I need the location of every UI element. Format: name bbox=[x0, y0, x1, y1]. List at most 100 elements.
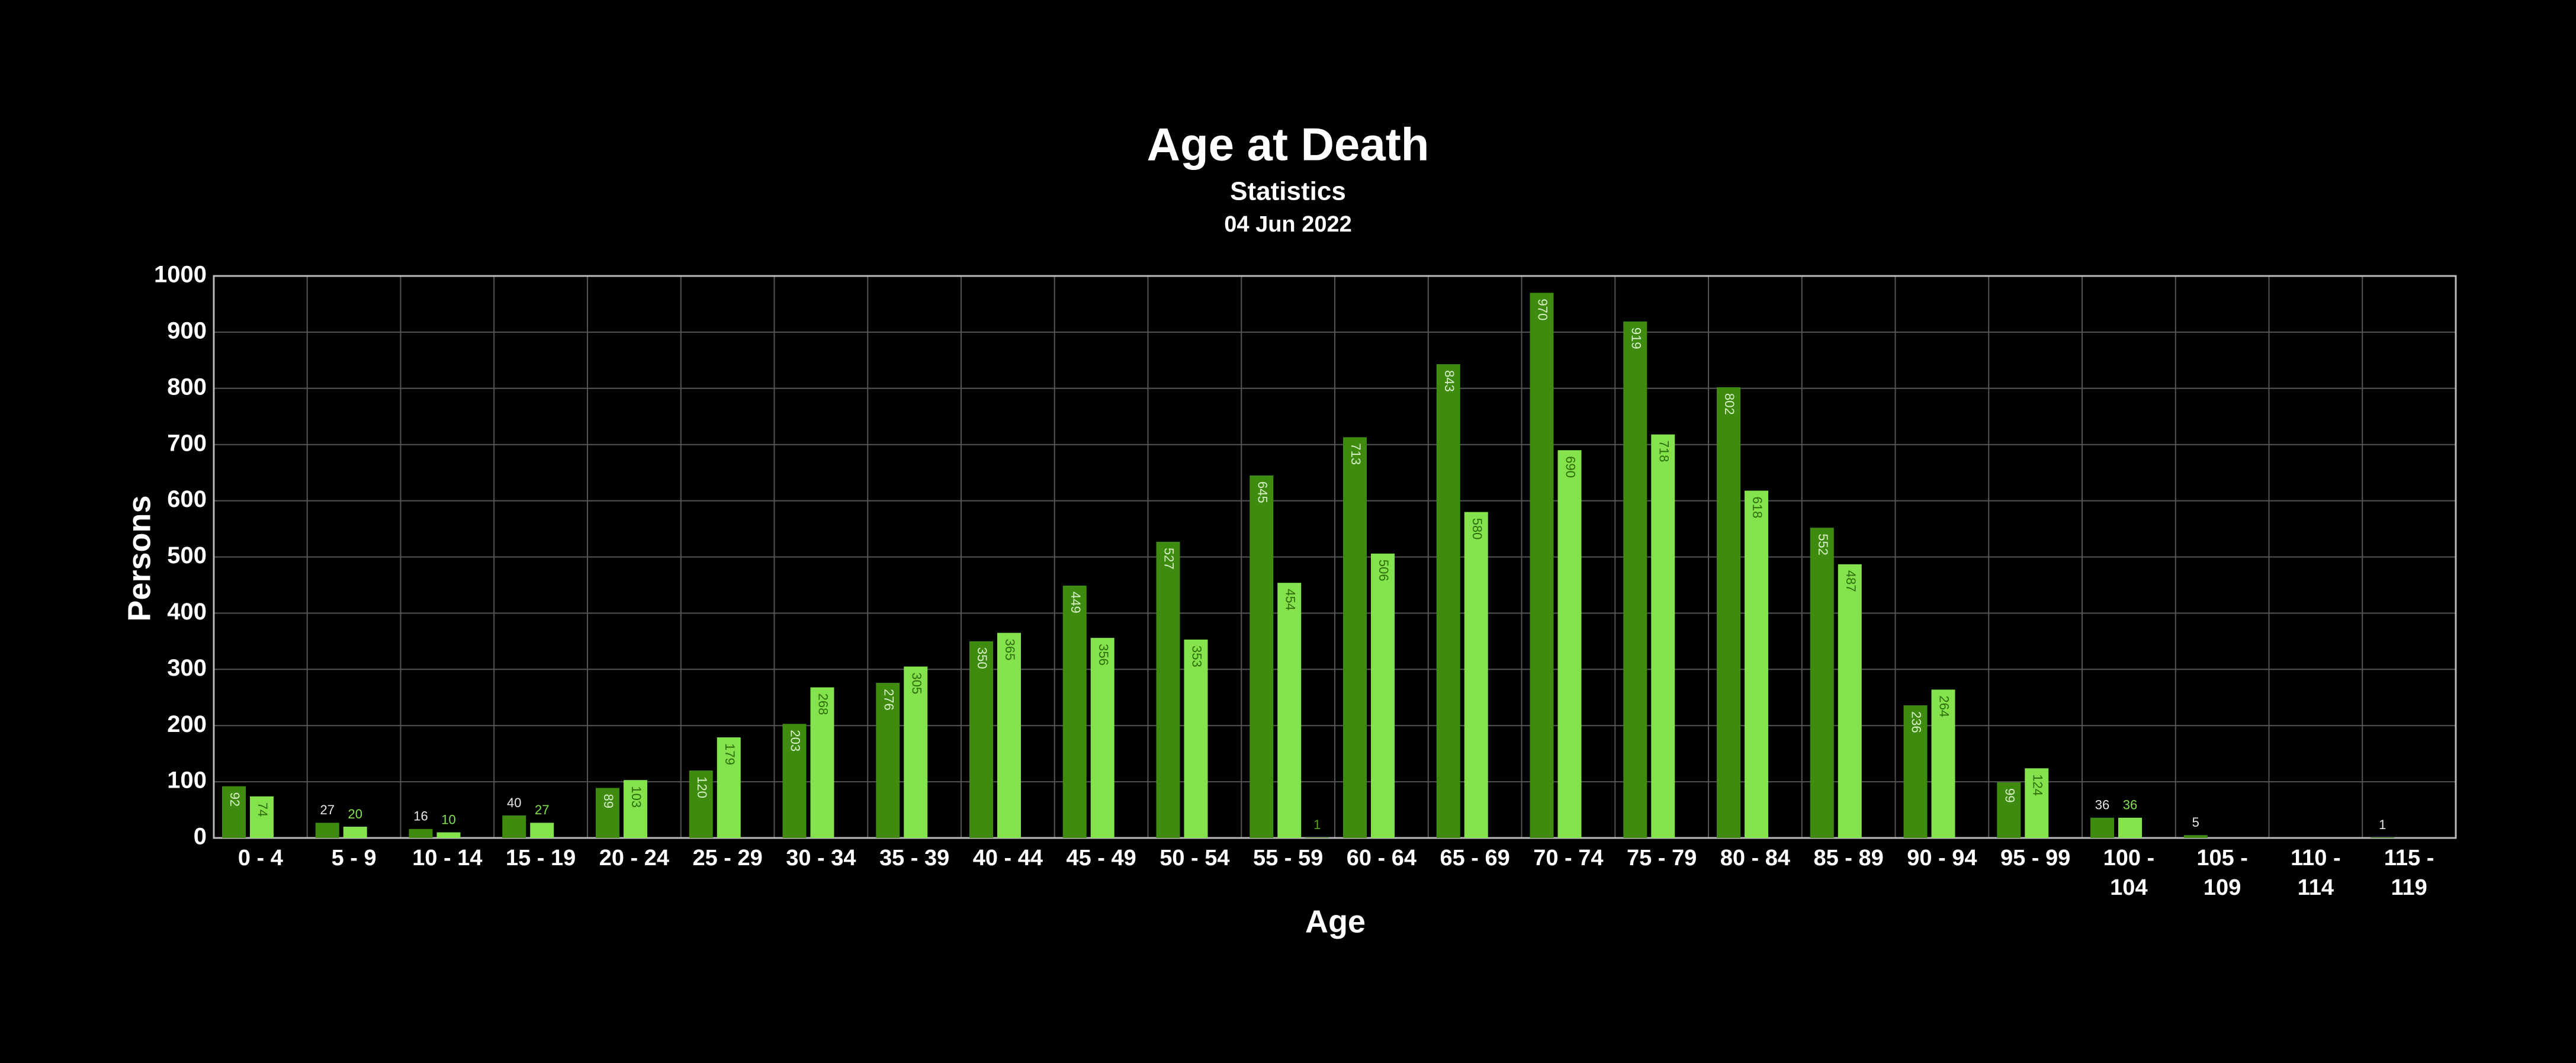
bar bbox=[1436, 364, 1460, 838]
bar bbox=[343, 827, 367, 838]
bar bbox=[717, 737, 741, 838]
bar bbox=[624, 780, 647, 838]
x-tick-label: 50 - 54 bbox=[1159, 846, 1229, 871]
x-tick-label: 90 - 94 bbox=[1907, 846, 1977, 871]
value-label: 356 bbox=[1096, 644, 1111, 666]
y-tick-label: 700 bbox=[167, 430, 207, 456]
x-tick-label: 0 - 4 bbox=[238, 846, 283, 871]
bar bbox=[1997, 782, 2021, 838]
bar bbox=[876, 683, 900, 838]
bar bbox=[315, 823, 339, 838]
y-tick-label: 400 bbox=[167, 599, 207, 625]
value-label: 264 bbox=[1937, 695, 1952, 717]
y-tick-label: 600 bbox=[167, 486, 207, 512]
bar bbox=[1530, 293, 1554, 839]
bar bbox=[1810, 528, 1834, 838]
value-label: 5 bbox=[2192, 815, 2199, 830]
x-tick-label: 15 - 19 bbox=[506, 846, 576, 871]
value-label: 36 bbox=[2123, 798, 2137, 812]
value-label: 713 bbox=[1348, 443, 1363, 465]
x-tick-label: 80 - 84 bbox=[1720, 846, 1790, 871]
value-label: 99 bbox=[2002, 788, 2017, 802]
x-tick-label: 40 - 44 bbox=[973, 846, 1043, 871]
value-label: 645 bbox=[1255, 481, 1270, 503]
plot-border bbox=[213, 275, 2457, 839]
x-tick-label-line: 115 - bbox=[2384, 846, 2434, 871]
value-label: 92 bbox=[227, 792, 242, 807]
bar bbox=[1623, 321, 1647, 838]
y-tick-label: 800 bbox=[167, 374, 207, 400]
x-tick-label-line: 109 bbox=[2204, 875, 2241, 900]
bar bbox=[1931, 689, 1955, 838]
bar bbox=[596, 788, 619, 838]
bar bbox=[2090, 817, 2114, 838]
chart-subtitle: Statistics bbox=[1230, 177, 1346, 206]
y-axis-title: Persons bbox=[121, 495, 157, 621]
bar bbox=[530, 823, 554, 838]
bar bbox=[1464, 512, 1488, 838]
value-label: 203 bbox=[788, 730, 803, 752]
x-tick-label-line: 104 bbox=[2110, 875, 2147, 900]
x-tick-label: 100 - 104 bbox=[2103, 846, 2155, 900]
x-tick-label: 65 - 69 bbox=[1440, 846, 1509, 871]
x-tick-label-line: 105 - bbox=[2196, 846, 2248, 871]
value-label: 449 bbox=[1068, 592, 1083, 614]
y-tick-label: 100 bbox=[167, 767, 207, 794]
y-tick-label: 900 bbox=[167, 317, 207, 343]
x-tick-label: 35 - 39 bbox=[879, 846, 949, 871]
y-tick-label: 0 bbox=[194, 824, 207, 850]
bar bbox=[2118, 817, 2142, 838]
bar bbox=[1277, 583, 1302, 838]
value-label: 365 bbox=[1003, 639, 1017, 661]
value-label: 89 bbox=[601, 794, 616, 808]
value-label: 10 bbox=[441, 812, 455, 827]
value-label: 27 bbox=[535, 802, 549, 817]
bar bbox=[1651, 434, 1675, 838]
x-tick-label: 105 - 109 bbox=[2196, 846, 2248, 900]
value-label: 276 bbox=[881, 689, 896, 711]
bar bbox=[782, 724, 807, 838]
value-label: 970 bbox=[1536, 298, 1550, 320]
bar bbox=[502, 815, 526, 838]
value-label: 618 bbox=[1750, 497, 1765, 519]
chart-date: 04 Jun 2022 bbox=[1224, 212, 1351, 237]
value-label: 124 bbox=[2030, 774, 2045, 796]
x-tick-label: 115 - 119 bbox=[2384, 846, 2434, 900]
x-axis-title: Age bbox=[1305, 904, 1366, 939]
bar bbox=[1184, 640, 1208, 838]
bar bbox=[1062, 585, 1087, 838]
value-label: 36 bbox=[2095, 798, 2109, 812]
x-tick-label-line: 100 - bbox=[2103, 846, 2155, 871]
value-label: 179 bbox=[722, 743, 737, 765]
value-label: 843 bbox=[1442, 370, 1457, 392]
bar bbox=[1305, 837, 1329, 838]
bar bbox=[969, 641, 993, 838]
bar bbox=[2371, 837, 2395, 838]
bar bbox=[2183, 835, 2208, 838]
bar bbox=[1557, 450, 1582, 838]
bar bbox=[1838, 564, 1862, 838]
bar bbox=[810, 687, 834, 838]
value-label: 74 bbox=[255, 802, 270, 817]
bar bbox=[997, 632, 1021, 838]
value-label: 1 bbox=[1313, 817, 1321, 832]
y-tick-label: 500 bbox=[167, 542, 207, 569]
x-tick-label: 110 - 114 bbox=[2291, 846, 2341, 900]
value-label: 305 bbox=[909, 673, 924, 695]
value-label: 580 bbox=[1470, 518, 1485, 540]
bar bbox=[409, 828, 433, 838]
chart-title: Age at Death bbox=[1147, 118, 1430, 171]
value-label: 120 bbox=[695, 776, 709, 798]
x-tick-label: 95 - 99 bbox=[2000, 846, 2070, 871]
bar bbox=[1903, 705, 1928, 838]
value-label: 16 bbox=[413, 809, 428, 824]
x-tick-label: 60 - 64 bbox=[1347, 846, 1417, 871]
x-tick-label: 85 - 89 bbox=[1813, 846, 1883, 871]
x-tick-label-line: 110 - bbox=[2291, 846, 2341, 871]
y-tick-label: 1000 bbox=[154, 262, 207, 288]
bar bbox=[436, 832, 461, 838]
value-label: 690 bbox=[1563, 456, 1578, 478]
x-tick-label-line: 114 bbox=[2298, 875, 2334, 900]
